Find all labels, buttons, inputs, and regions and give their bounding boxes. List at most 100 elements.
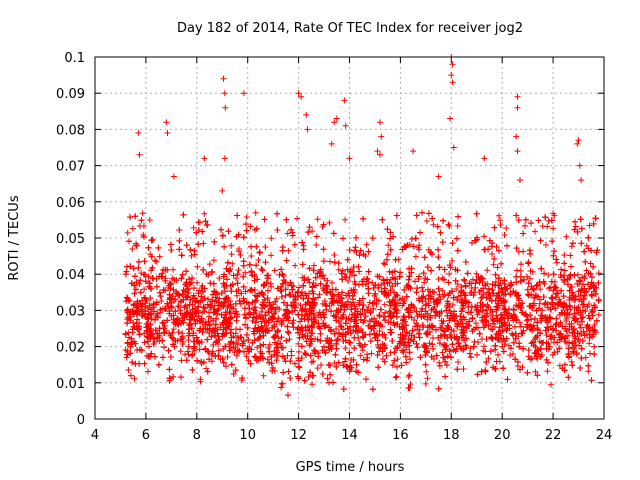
data-point (450, 294, 457, 301)
data-point (280, 369, 287, 376)
data-point (379, 216, 386, 223)
data-point (453, 235, 460, 242)
data-point (309, 322, 316, 329)
data-point (435, 246, 442, 253)
data-point (128, 372, 134, 379)
data-point (238, 290, 245, 297)
data-point (387, 229, 394, 236)
data-point (573, 316, 580, 323)
data-point (336, 319, 343, 326)
data-point (452, 277, 459, 284)
data-point (209, 298, 216, 305)
data-point (329, 279, 335, 286)
data-point (262, 244, 269, 250)
data-point (387, 326, 394, 333)
data-point (441, 342, 448, 349)
x-tick-label: 24 (596, 428, 613, 443)
data-point (240, 262, 247, 269)
data-point (387, 287, 394, 294)
data-point (156, 253, 163, 260)
data-point (235, 267, 242, 273)
data-point (517, 278, 524, 285)
data-point (152, 327, 159, 334)
data-point (360, 215, 367, 222)
data-point (588, 247, 595, 254)
data-point (390, 233, 397, 240)
data-point (130, 311, 137, 318)
data-point (382, 309, 388, 316)
data-point (501, 299, 508, 306)
data-point (352, 287, 358, 293)
data-point (470, 276, 476, 283)
data-point (372, 281, 379, 288)
data-point (296, 284, 302, 291)
data-point (383, 352, 390, 359)
data-point (518, 261, 524, 268)
data-point (314, 216, 321, 223)
data-point (160, 286, 167, 293)
data-point (248, 346, 255, 353)
data-point (485, 355, 492, 362)
data-point (414, 322, 421, 329)
data-point (322, 349, 329, 356)
data-point (455, 293, 462, 300)
data-point (550, 252, 557, 259)
data-point (443, 362, 450, 369)
data-point (515, 217, 522, 224)
data-point (172, 296, 179, 303)
data-point (384, 226, 391, 233)
data-point (501, 341, 508, 348)
data-point (391, 357, 398, 364)
data-point (251, 337, 258, 344)
data-point (588, 377, 595, 384)
data-point (253, 262, 260, 269)
data-point (414, 313, 421, 320)
data-point (185, 337, 192, 343)
data-point (480, 291, 487, 298)
data-point (292, 360, 298, 367)
data-point (381, 301, 388, 308)
data-point (334, 336, 341, 343)
data-point (259, 301, 266, 308)
data-point (372, 318, 379, 325)
data-point (382, 261, 388, 268)
data-point (565, 374, 572, 381)
data-point (485, 322, 492, 329)
data-point (544, 368, 551, 375)
data-point (142, 271, 148, 278)
data-point (408, 236, 415, 242)
data-point (363, 241, 370, 248)
data-point (132, 360, 139, 367)
data-point (449, 240, 456, 247)
data-point (347, 330, 354, 337)
data-point (223, 363, 229, 370)
data-point (289, 232, 296, 239)
data-point (340, 311, 347, 318)
data-point (561, 260, 568, 267)
data-point (531, 294, 538, 301)
data-point (247, 360, 254, 367)
data-point (553, 259, 560, 266)
data-point (161, 344, 167, 351)
data-point (465, 309, 471, 316)
data-point (543, 356, 550, 363)
data-point (198, 358, 205, 365)
data-point (513, 212, 520, 219)
data-point (455, 359, 461, 365)
data-point (206, 309, 212, 316)
data-point (340, 338, 347, 344)
data-point (407, 309, 413, 316)
data-point (245, 336, 252, 343)
data-point (474, 371, 481, 378)
data-point (527, 268, 534, 274)
data-point (327, 371, 334, 378)
data-point (349, 268, 356, 275)
data-point (250, 314, 257, 321)
data-point (179, 271, 186, 278)
data-point (306, 311, 313, 318)
data-point (451, 315, 458, 322)
x-tick-label: 14 (341, 428, 358, 443)
data-point (209, 350, 216, 357)
data-point (284, 352, 291, 359)
data-point (124, 229, 131, 236)
